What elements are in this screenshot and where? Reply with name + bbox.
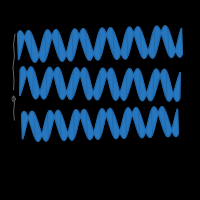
Polygon shape xyxy=(22,107,178,141)
Polygon shape xyxy=(20,67,180,101)
Polygon shape xyxy=(18,26,182,62)
